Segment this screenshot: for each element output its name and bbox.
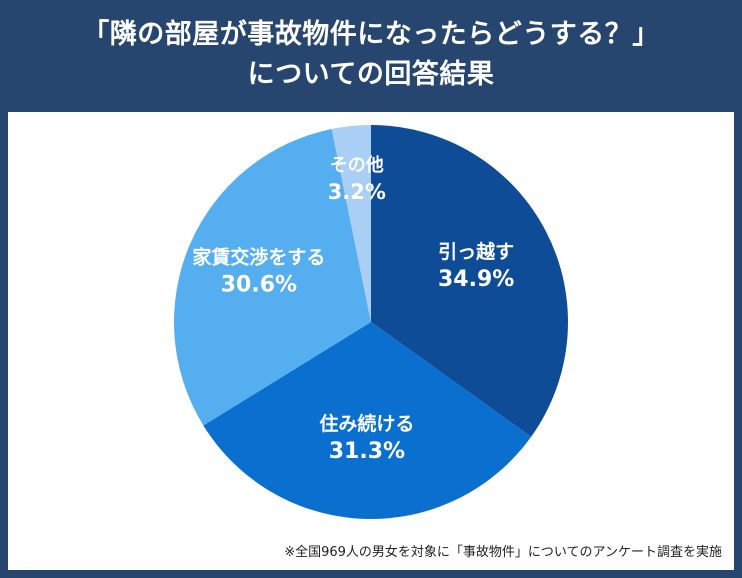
pie-slice-1 bbox=[371, 125, 568, 437]
slice-label-1: 引っ越す bbox=[438, 240, 514, 263]
slice-value-label-3: 30.6% bbox=[221, 272, 297, 297]
slice-value-label-4: 3.2% bbox=[328, 180, 386, 204]
header: 「隣の部屋が事故物件になったらどうする？」 についての回答結果 bbox=[0, 0, 742, 112]
chart-panel: 引っ越す 34.9% 住み続ける 31.3% 家賃交渉をする 30.6% その他 3.2% ※… bbox=[8, 112, 734, 570]
footnote: ※全国969人の男女を対象に「事故物件」についてのアンケート調査を実施 bbox=[284, 545, 722, 560]
chart-title-line1: 「隣の部屋が事故物件になったらどうする？」 bbox=[82, 19, 660, 50]
slice-label-2: 住み続ける bbox=[319, 412, 414, 435]
pie-slice-4 bbox=[331, 125, 371, 322]
slice-value-label-2: 31.3% bbox=[329, 439, 405, 464]
slice-label-3: 家賃交渉をする bbox=[192, 245, 325, 268]
slice-label-4: その他 bbox=[330, 154, 384, 176]
pie-chart: 引っ越す 34.9% 住み続ける 31.3% 家賃交渉をする 30.6% その他 3.2% bbox=[173, 125, 568, 519]
pie-slice-3 bbox=[173, 128, 371, 426]
slice-value-label-1: 34.9% bbox=[438, 267, 514, 292]
chart-title-line2: についての回答結果 bbox=[247, 59, 495, 90]
pie-slice-2 bbox=[203, 322, 532, 519]
